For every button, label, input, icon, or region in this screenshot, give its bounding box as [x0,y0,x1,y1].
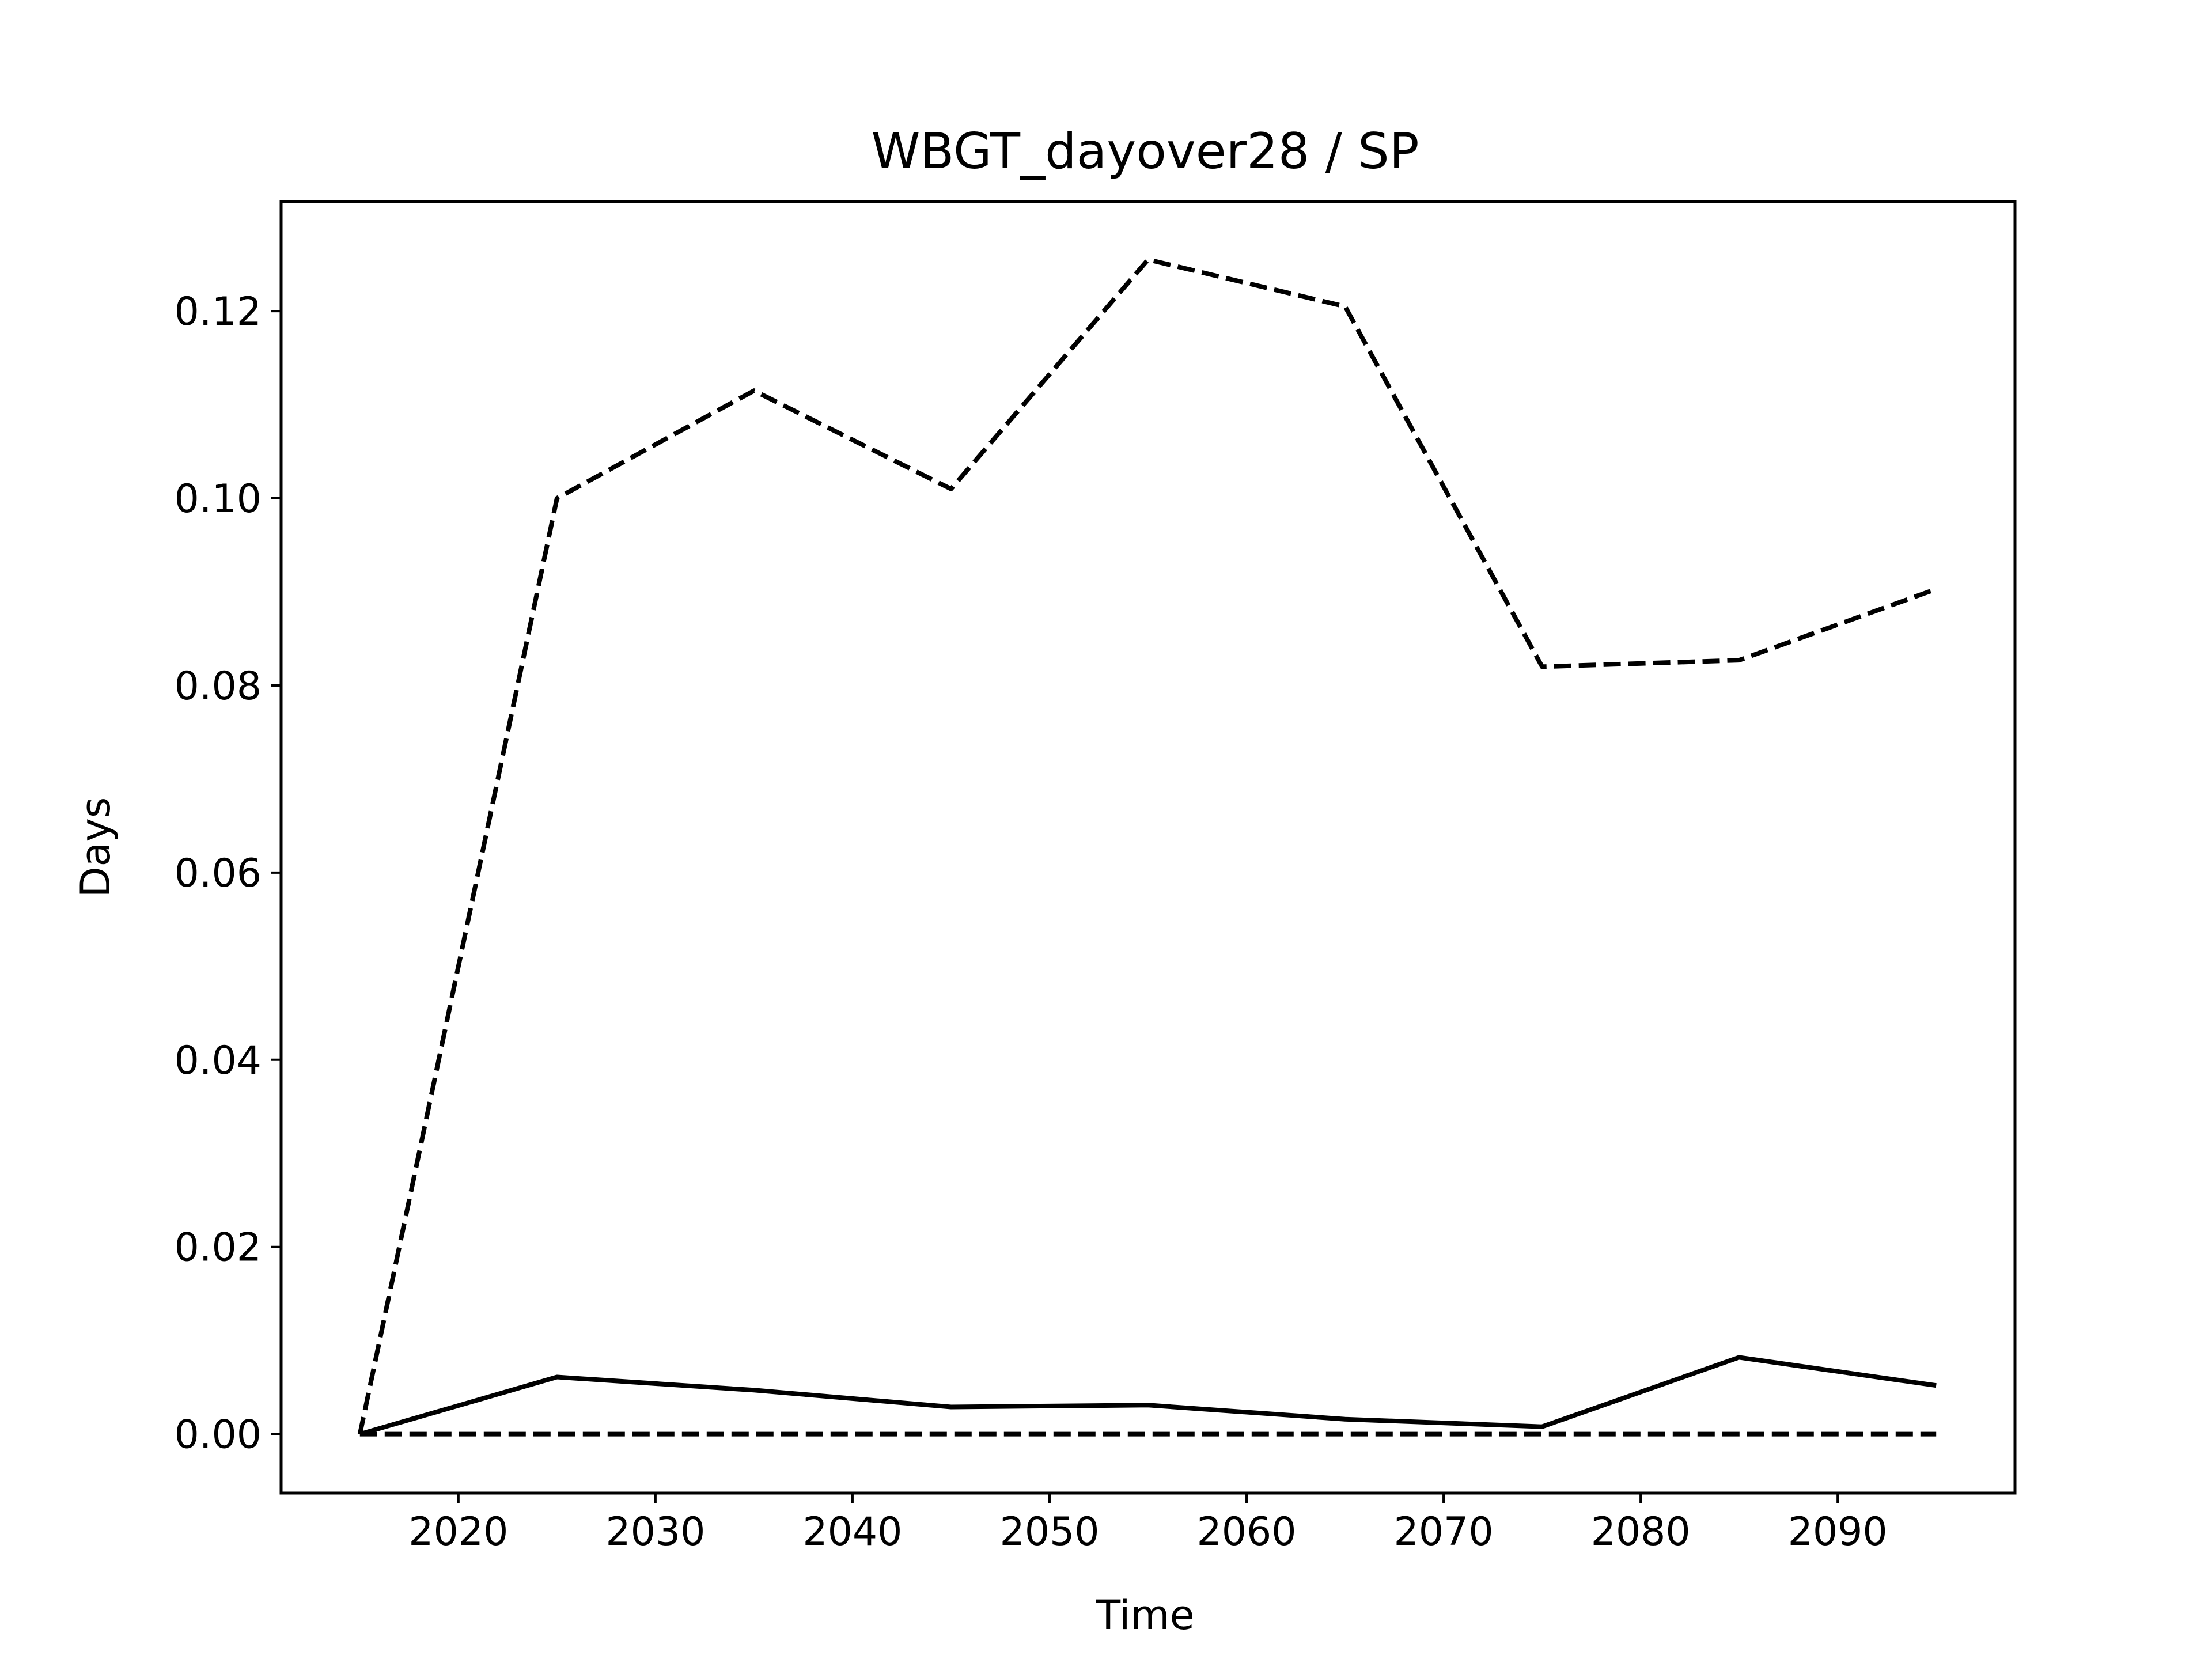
series-line-2 [359,1355,1937,1437]
x-tick-label: 2080 [1591,1509,1691,1555]
series-line-1 [357,257,1937,1435]
x-tick-label: 2040 [802,1509,902,1555]
y-axis-label: Days [72,797,119,898]
y-tick-label: 0.04 [175,1038,262,1084]
plot-frame [279,200,2017,1495]
x-tick-label: 2060 [1196,1509,1296,1555]
x-tick-label: 2030 [605,1509,705,1555]
x-tick-label: 2070 [1394,1509,1494,1555]
x-tick-label: 2020 [408,1509,508,1555]
y-axis: 0.00 0.02 0.04 0.06 0.08 0.10 0.12 [175,289,281,1458]
y-tick-label: 0.08 [175,664,262,709]
x-axis-label: Time [1095,1592,1194,1639]
x-tick-label: 2090 [1788,1509,1888,1555]
series-layer [357,257,1937,1437]
y-tick-label: 0.02 [175,1225,262,1271]
y-tick-label: 0.12 [175,289,262,335]
x-tick-label: 2050 [999,1509,1099,1555]
y-tick-label: 0.10 [175,476,262,522]
y-tick-label: 0.00 [175,1412,262,1458]
x-axis: 2020 2030 2040 2050 2060 2070 2080 2090 [408,1493,1888,1555]
chart-title: WBGT_dayover28 / SP [871,123,1419,180]
y-tick-label: 0.06 [175,851,262,896]
